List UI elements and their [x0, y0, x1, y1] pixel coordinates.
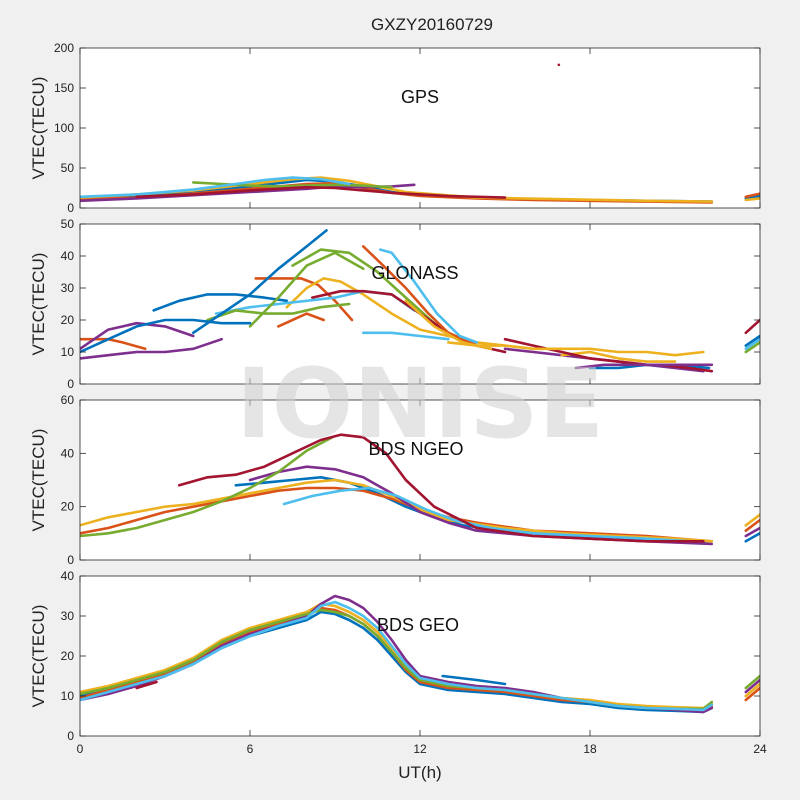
- watermark: IONISE: [236, 348, 604, 460]
- series-line: [361, 331, 450, 341]
- y-tick-label: 10: [61, 345, 75, 359]
- y-tick-label: 40: [61, 446, 75, 460]
- y-tick-label: 0: [67, 553, 74, 567]
- x-tick-label: 18: [583, 742, 597, 756]
- panel-3: 0 20 40 60 VTEC(TECU) BDS NGEO: [29, 393, 761, 567]
- y-tick-label: 60: [61, 393, 75, 407]
- y-tick-label: 20: [61, 649, 75, 663]
- series-line: [744, 674, 760, 690]
- series-line: [744, 318, 760, 335]
- y-tick-label: 40: [61, 569, 75, 583]
- series-line: [135, 680, 158, 690]
- x-tick-label: 0: [77, 742, 84, 756]
- series-line: [744, 686, 760, 702]
- y-axis-label: VTEC(TECU): [29, 77, 48, 180]
- series-line: [206, 302, 351, 322]
- y-tick-label: 0: [67, 201, 74, 215]
- series-line: [80, 435, 334, 538]
- series-line: [192, 229, 328, 335]
- y-tick-label: 20: [61, 313, 75, 327]
- y-axis-label: VTEC(TECU): [29, 605, 48, 708]
- y-axis-label: VTEC(TECU): [29, 429, 48, 532]
- x-tick-label: 6: [247, 742, 254, 756]
- data-point: [557, 63, 561, 67]
- series-group: [80, 63, 760, 204]
- panel-annotation: GPS: [401, 87, 439, 107]
- series-line: [80, 321, 195, 351]
- series-line: [80, 176, 351, 199]
- series-line: [744, 194, 760, 200]
- series-line: [80, 600, 714, 712]
- y-tick-label: 30: [61, 281, 75, 295]
- series-line: [744, 334, 760, 347]
- axes-background: [80, 576, 760, 736]
- y-tick-label: 40: [61, 249, 75, 263]
- y-tick-label: 100: [54, 121, 74, 135]
- series-line: [152, 293, 289, 312]
- panel-4: 0 10 20 30 40 0 6 12 18 24 VTEC(TECU) BDS GEO UT(h): [29, 569, 767, 782]
- y-tick-label: 50: [61, 161, 75, 175]
- series-line: [248, 251, 365, 328]
- panel-annotation: BDS GEO: [377, 615, 459, 635]
- series-line: [80, 478, 714, 543]
- axes-background: [80, 48, 760, 208]
- series-line: [744, 682, 760, 698]
- series-line: [378, 248, 479, 344]
- series-line: [282, 486, 691, 543]
- y-tick-label: 10: [61, 689, 75, 703]
- panel-annotation: BDS NGEO: [368, 439, 463, 459]
- y-tick-label: 30: [61, 609, 75, 623]
- series-line: [177, 433, 705, 543]
- series-line: [744, 678, 760, 694]
- series-line: [744, 531, 760, 543]
- panel-1: 0 50 100 150 200 VTEC(TECU) GPS: [29, 41, 761, 215]
- series-line: [441, 674, 507, 686]
- y-tick-label: 200: [54, 41, 74, 55]
- series-line: [80, 602, 714, 710]
- x-tick-label: 12: [413, 742, 427, 756]
- series-line: [80, 337, 223, 360]
- series-line: [503, 337, 649, 367]
- series-line: [744, 513, 760, 527]
- series-line: [361, 245, 479, 347]
- series-line: [574, 363, 714, 370]
- series-line: [135, 185, 507, 199]
- x-axis-label: UT(h): [398, 763, 441, 782]
- y-axis-label: VTEC(TECU): [29, 253, 48, 356]
- series-line: [80, 318, 252, 354]
- series-line: [744, 518, 760, 533]
- y-tick-label: 50: [61, 217, 75, 231]
- y-tick-label: 150: [54, 81, 74, 95]
- series-line: [744, 526, 760, 538]
- y-tick-label: 20: [61, 500, 75, 514]
- series-line: [404, 299, 493, 351]
- y-tick-label: 0: [67, 377, 74, 391]
- series-line: [744, 341, 760, 354]
- panel-2: 0 10 20 30 40 50 VTEC(TECU) GLONASS: [29, 217, 761, 391]
- x-tick-label: 24: [753, 742, 767, 756]
- series-group: [80, 229, 760, 373]
- series-group: [80, 594, 760, 714]
- series-group: [80, 433, 760, 546]
- figure-title: GXZY20160729: [371, 15, 493, 34]
- series-line: [744, 337, 760, 351]
- series-line: [276, 312, 326, 328]
- series-line: [744, 197, 760, 202]
- panel-annotation: GLONASS: [371, 263, 458, 283]
- series-line: [560, 350, 677, 363]
- series-line: [744, 192, 760, 199]
- series-line: [446, 341, 705, 357]
- y-tick-label: 0: [67, 729, 74, 743]
